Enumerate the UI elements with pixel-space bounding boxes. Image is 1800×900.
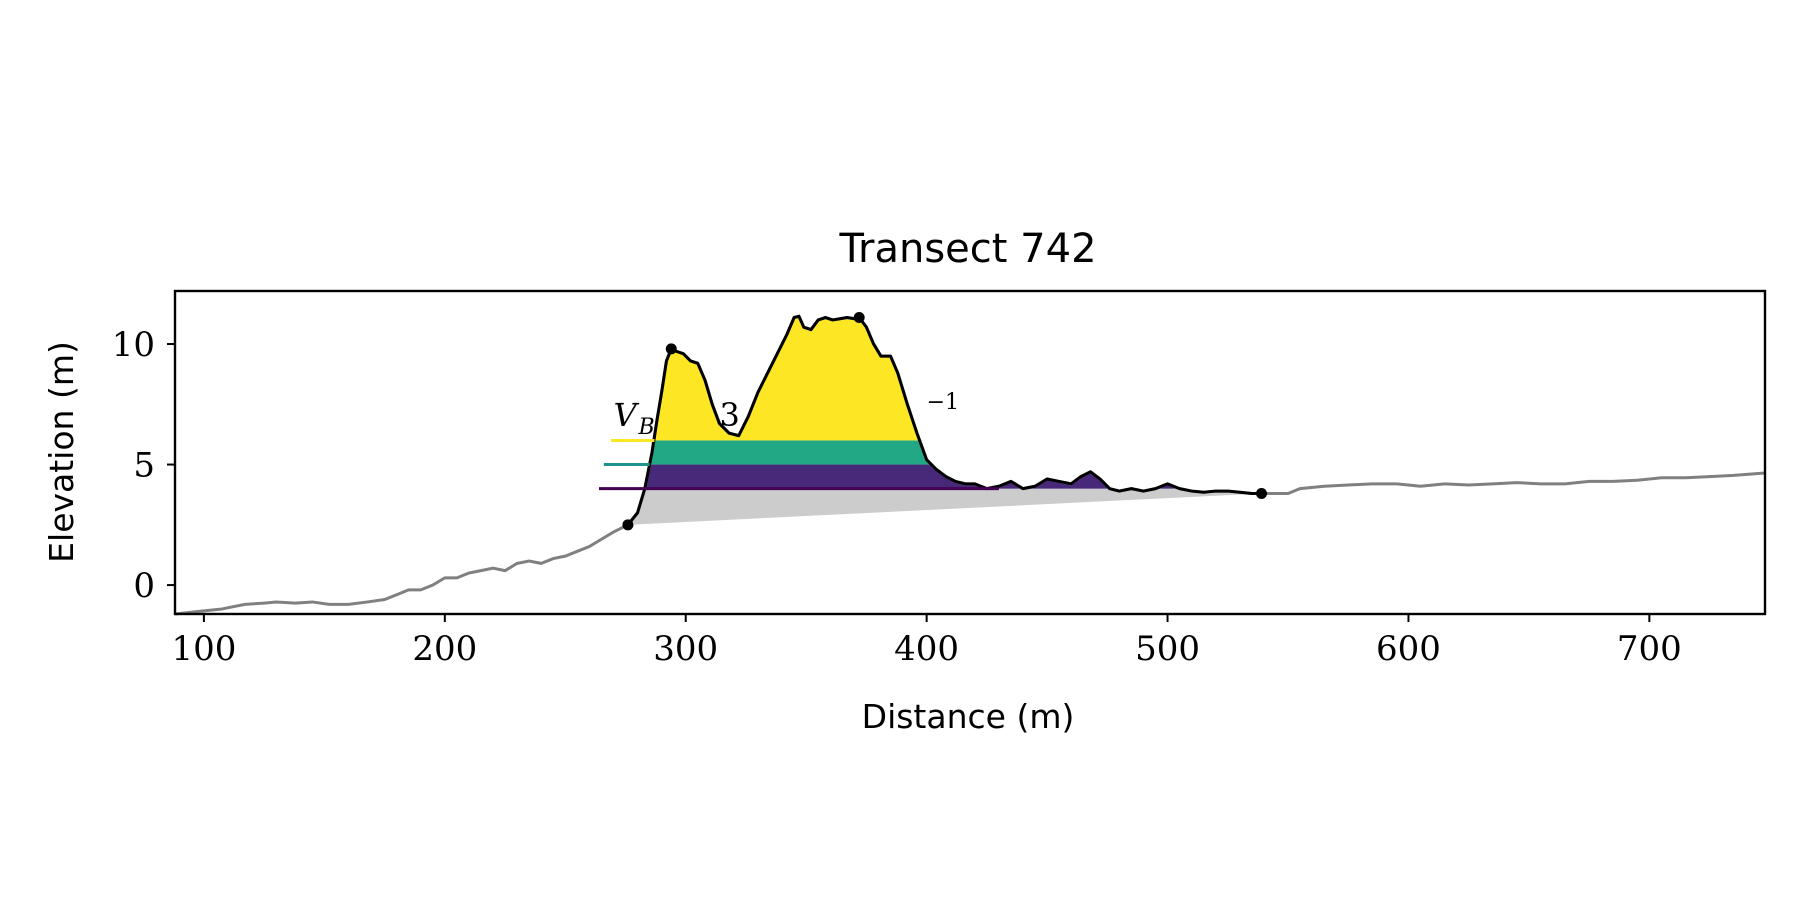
key-point-dune-toe (622, 519, 634, 531)
y-tick-label: 5 (133, 446, 155, 486)
y-tick-label: 10 (112, 325, 155, 365)
y-axis: 0 5 10 (112, 325, 175, 606)
dune-profile-line (626, 314, 1262, 526)
y-axis-label: Elevation (m) (42, 341, 81, 563)
x-tick-label: 400 (894, 629, 959, 669)
y-tick-label: 0 (133, 566, 155, 606)
x-tick-label: 500 (1135, 629, 1200, 669)
chart-title: Transect 742 (838, 226, 1096, 272)
key-point-dune-heel (1256, 487, 1267, 499)
x-tick-label: 600 (1376, 629, 1441, 669)
x-tick-label: 200 (412, 629, 477, 669)
legend-text-mid: 3 (719, 396, 739, 434)
x-tick-label: 100 (171, 629, 236, 669)
x-axis: 100 200 300 400 500 600 700 (171, 614, 1682, 669)
legend-text-prefix-sub: B (637, 415, 654, 440)
key-point-first-crest (665, 343, 677, 355)
legend-text-tail: −1 (927, 390, 959, 415)
x-axis-label: Distance (m) (862, 697, 1075, 736)
legend-text-prefix: V (613, 396, 639, 434)
x-tick-label: 700 (1617, 629, 1682, 669)
x-tick-label: 300 (653, 629, 718, 669)
key-point-dune-crest (853, 312, 865, 324)
axes-frame (173, 289, 1767, 616)
legend-overlay: V B 3 −1 (613, 390, 959, 440)
